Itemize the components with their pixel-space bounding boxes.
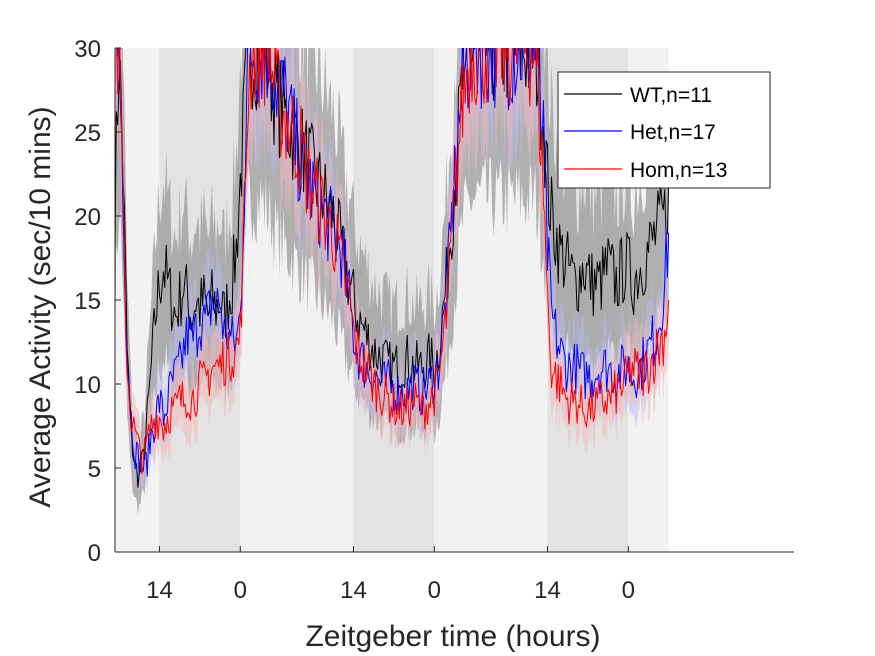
y-tick-label-4: 20	[74, 204, 101, 231]
x-tick-label-1: 0	[234, 577, 247, 604]
series-line-2	[116, 48, 670, 475]
y-axis-title: Average Activity (sec/10 mins)	[24, 106, 57, 507]
x-tick-label-0: 14	[146, 577, 173, 604]
series-line-0	[115, 48, 670, 488]
x-tick-label-2: 14	[340, 577, 367, 604]
sem-band-0	[115, 48, 669, 516]
x-tick-label-5: 0	[622, 577, 635, 604]
y-tick-label-6: 30	[74, 36, 101, 63]
x-tick-label-3: 0	[428, 577, 441, 604]
y-tick-label-1: 5	[88, 456, 101, 483]
y-tick-label-5: 25	[74, 120, 101, 147]
sem-band-2	[115, 48, 669, 495]
legend: WT,n=11 Het,n=17 Hom,n=13	[557, 71, 771, 189]
x-axis-title: Zeitgeber time (hours)	[305, 620, 600, 653]
series-line-1	[116, 48, 670, 477]
legend-label-het: Het,n=17	[630, 121, 716, 144]
legend-label-wt: WT,n=11	[630, 84, 712, 107]
legend-label-hom: Hom,n=13	[630, 159, 727, 182]
y-tick-label-2: 10	[74, 372, 101, 399]
y-tick-label-0: 0	[88, 540, 101, 567]
axes: 0 5 10 15 20 25 30 14 0 14 0 14 0	[74, 36, 794, 604]
x-tick-label-4: 14	[534, 577, 561, 604]
y-tick-label-3: 15	[74, 288, 101, 315]
sem-shading	[115, 48, 669, 516]
series-lines	[115, 48, 670, 488]
